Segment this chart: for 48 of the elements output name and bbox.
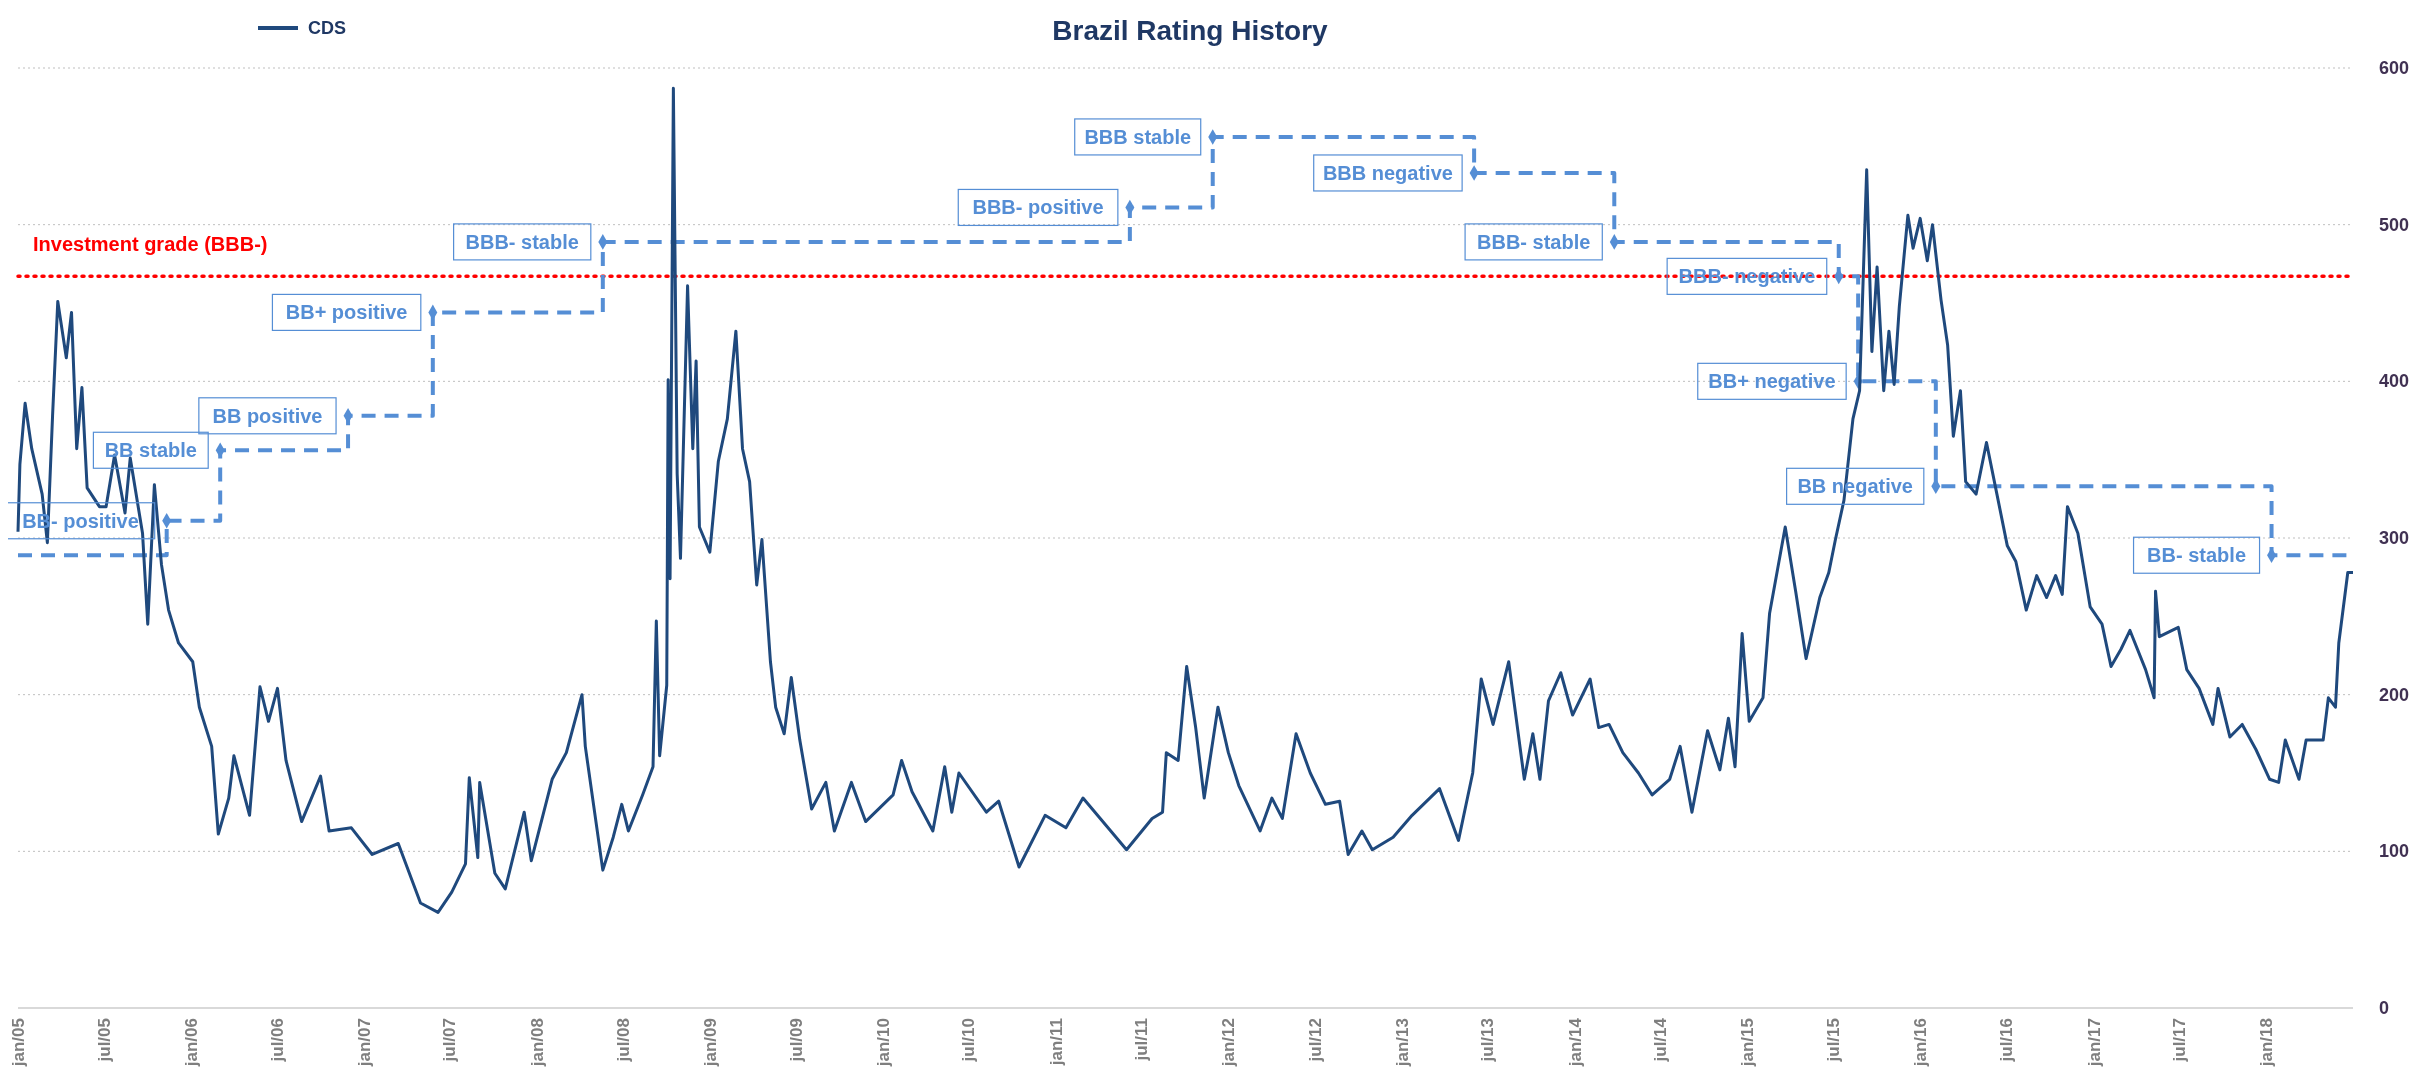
x-tick-label: jan/07	[354, 1018, 374, 1068]
annotation: BBB- stable	[465, 230, 579, 253]
x-tick-label: jul/08	[613, 1018, 633, 1063]
x-tick-label: jan/06	[181, 1018, 201, 1068]
annotation: BBB negative	[1322, 161, 1453, 184]
x-tick-label: jan/14	[1565, 1017, 1585, 1068]
x-tick-label: jan/08	[527, 1018, 547, 1068]
annotation: BB positive	[212, 404, 323, 427]
annotation: BBB- positive	[972, 196, 1104, 219]
x-tick-label: jan/09	[700, 1018, 720, 1068]
x-tick-label: jul/14	[1651, 1017, 1671, 1063]
x-tick-label: jan/18	[2257, 1018, 2277, 1068]
y-tick-label: 200	[2379, 684, 2410, 705]
annotation: BB stable	[104, 439, 197, 462]
annotation: BB+ negative	[1708, 370, 1836, 393]
annotation: BB+ positive	[285, 301, 408, 324]
x-tick-label: jan/05	[9, 1018, 28, 1068]
x-tick-label: jan/13	[1392, 1018, 1412, 1068]
x-tick-label: jul/07	[440, 1018, 460, 1063]
legend-label: CDS	[308, 18, 347, 38]
y-tick-label: 300	[2379, 528, 2410, 548]
x-tick-label: jan/10	[873, 1018, 893, 1068]
y-tick-label: 0	[2379, 998, 2390, 1018]
x-tick-label: jul/17	[2170, 1018, 2190, 1063]
chart-title: Brazil Rating History	[1052, 15, 1329, 46]
y-tick-label: 500	[2379, 214, 2410, 235]
x-tick-label: jul/06	[267, 1018, 287, 1063]
annotation: BBB stable	[1084, 125, 1192, 148]
x-tick-label: jul/16	[1997, 1018, 2017, 1063]
annotation: BB- stable	[2147, 544, 2247, 567]
x-tick-label: jul/09	[786, 1018, 806, 1063]
y-tick-label: 400	[2379, 371, 2410, 392]
y-tick-label: 100	[2379, 841, 2410, 862]
ref-line-label: Investment grade (BBB-)	[33, 233, 268, 256]
annotation: BBB- stable	[1477, 230, 1591, 253]
x-tick-label: jan/17	[2084, 1018, 2104, 1068]
x-tick-label: jul/05	[94, 1018, 114, 1063]
x-tick-label: jul/15	[1824, 1018, 1844, 1063]
x-tick-label: jan/11	[1046, 1018, 1066, 1067]
x-tick-label: jan/16	[1911, 1018, 1931, 1068]
x-tick-label: jul/11	[1132, 1018, 1152, 1062]
x-tick-label: jul/12	[1305, 1018, 1325, 1063]
y-tick-label: 600	[2379, 58, 2410, 78]
x-tick-label: jan/12	[1219, 1018, 1239, 1068]
x-tick-label: jul/13	[1478, 1018, 1498, 1063]
line-series	[16, 86, 2355, 914]
x-tick-label: jul/10	[959, 1018, 979, 1063]
x-tick-label: jan/15	[1738, 1018, 1758, 1068]
